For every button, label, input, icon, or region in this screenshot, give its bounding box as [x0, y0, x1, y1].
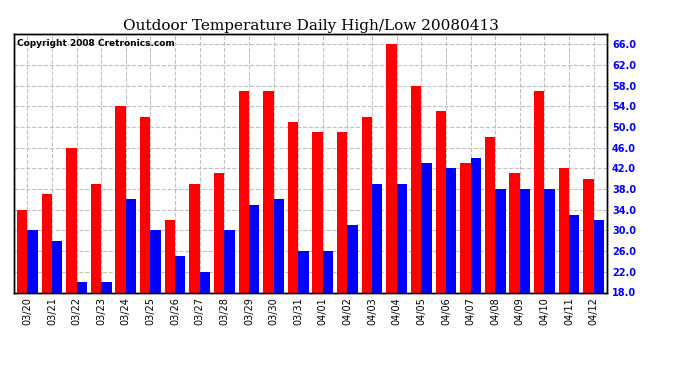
- Bar: [101, 282, 112, 292]
- Bar: [77, 282, 87, 292]
- Bar: [115, 106, 126, 292]
- Bar: [593, 220, 604, 292]
- Bar: [520, 189, 530, 292]
- Bar: [214, 174, 224, 292]
- Bar: [273, 200, 284, 292]
- Bar: [397, 184, 407, 292]
- Bar: [386, 44, 397, 292]
- Bar: [495, 189, 506, 292]
- Bar: [323, 251, 333, 292]
- Bar: [288, 122, 298, 292]
- Bar: [313, 132, 323, 292]
- Bar: [348, 225, 358, 292]
- Bar: [91, 184, 101, 292]
- Bar: [446, 168, 456, 292]
- Bar: [199, 272, 210, 292]
- Bar: [534, 91, 544, 292]
- Bar: [28, 230, 38, 292]
- Bar: [362, 117, 372, 292]
- Title: Outdoor Temperature Daily High/Low 20080413: Outdoor Temperature Daily High/Low 20080…: [123, 19, 498, 33]
- Bar: [140, 117, 150, 292]
- Bar: [175, 256, 186, 292]
- Bar: [17, 210, 28, 292]
- Bar: [126, 200, 136, 292]
- Bar: [239, 91, 249, 292]
- Bar: [165, 220, 175, 292]
- Bar: [411, 86, 422, 292]
- Bar: [485, 137, 495, 292]
- Bar: [460, 163, 471, 292]
- Bar: [41, 194, 52, 292]
- Bar: [583, 178, 593, 292]
- Bar: [337, 132, 348, 292]
- Text: Copyright 2008 Cretronics.com: Copyright 2008 Cretronics.com: [17, 39, 175, 48]
- Bar: [249, 204, 259, 292]
- Bar: [298, 251, 308, 292]
- Bar: [150, 230, 161, 292]
- Bar: [471, 158, 481, 292]
- Bar: [66, 148, 77, 292]
- Bar: [509, 174, 520, 292]
- Bar: [422, 163, 432, 292]
- Bar: [189, 184, 199, 292]
- Bar: [263, 91, 273, 292]
- Bar: [224, 230, 235, 292]
- Bar: [544, 189, 555, 292]
- Bar: [52, 241, 62, 292]
- Bar: [435, 111, 446, 292]
- Bar: [559, 168, 569, 292]
- Bar: [372, 184, 382, 292]
- Bar: [569, 215, 580, 292]
